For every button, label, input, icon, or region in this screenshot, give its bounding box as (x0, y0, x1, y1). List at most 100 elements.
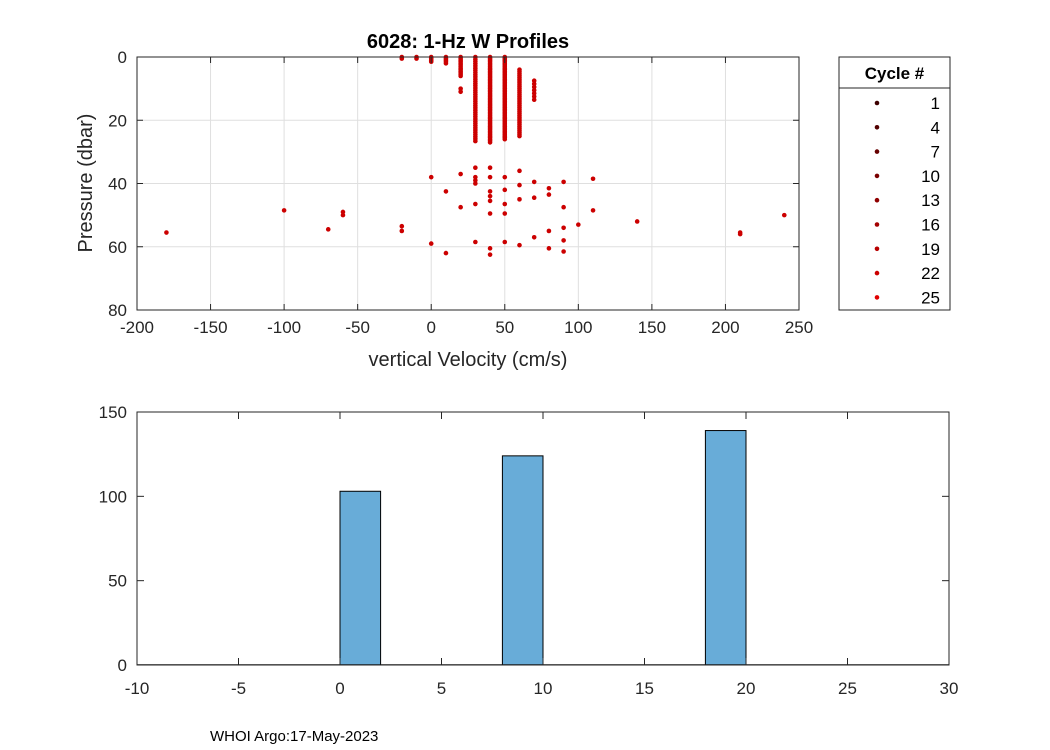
scatter-point (502, 187, 508, 193)
scatter-x-tick-label: -50 (345, 318, 370, 337)
legend-label: 13 (921, 191, 940, 210)
scatter-x-tick-label: 0 (426, 318, 435, 337)
scatter-ticks: -200 -150 -100 -50 0 50 100 150 200 250 0 20 40 60 80 (108, 48, 813, 337)
legend-box (838, 56, 951, 311)
histogram-y-tick-label: 100 (99, 487, 127, 506)
scatter-point (487, 198, 493, 204)
legend-title: Cycle # (865, 64, 925, 83)
scatter-y-axis-label: Pressure (dbar) (75, 114, 97, 253)
scatter-y-tick-label: 0 (118, 48, 127, 67)
scatter-y-tick-label: 80 (108, 301, 127, 320)
scatter-point (428, 174, 434, 180)
scatter-point (487, 246, 493, 251)
histogram-bar (704, 430, 747, 666)
histogram-x-tick-label: -5 (231, 679, 246, 698)
histogram-y-tick-label: 0 (118, 656, 127, 675)
scatter-point (399, 228, 405, 234)
histogram-x-tick-label: 25 (838, 679, 857, 698)
scatter-x-tick-label: 250 (785, 318, 813, 337)
scatter-point (546, 185, 552, 191)
scatter-point (502, 174, 508, 180)
scatter-points (164, 54, 787, 257)
legend-marker (874, 125, 880, 130)
scatter-point (576, 222, 581, 227)
histogram-x-tick-label: 20 (737, 679, 756, 698)
legend-label: 10 (921, 167, 940, 186)
scatter-point (487, 189, 493, 194)
scatter-point (531, 81, 537, 87)
scatter-point (487, 193, 493, 199)
scatter-point (443, 250, 449, 256)
legend-label: 19 (921, 240, 940, 259)
scatter-point (443, 61, 449, 66)
histogram-x-tick-label: 10 (534, 679, 553, 698)
scatter-y-tick-label: 60 (108, 238, 127, 257)
scatter-x-tick-label: -200 (120, 318, 154, 337)
scatter-point (325, 227, 331, 232)
scatter-point (473, 181, 478, 186)
legend-label: 4 (931, 118, 940, 137)
legend-label: 22 (921, 264, 940, 283)
histogram-x-tick-label: 15 (635, 679, 654, 698)
scatter-point (502, 201, 508, 207)
legend-marker (874, 173, 880, 179)
scatter-point (531, 87, 537, 93)
histogram-x-tick-label: -10 (125, 679, 150, 698)
scatter-point (473, 178, 478, 183)
scatter-point (517, 168, 522, 174)
scatter-point (590, 208, 596, 213)
scatter-point (737, 231, 743, 237)
scatter-point (561, 225, 566, 231)
scatter-point (561, 249, 566, 254)
scatter-x-tick-label: -150 (194, 318, 228, 337)
legend: Cycle # 1 4 7 10 13 16 19 22 25 (838, 56, 951, 311)
scatter-point (546, 192, 552, 197)
scatter-title: 6028: 1-Hz W Profiles (367, 31, 569, 53)
scatter-point (487, 165, 493, 170)
scatter-point (531, 195, 537, 201)
scatter-point (517, 133, 522, 139)
scatter-y-tick-label: 40 (108, 175, 127, 194)
scatter-x-tick-label: 150 (638, 318, 666, 337)
scatter-point (517, 197, 522, 202)
scatter-point (487, 252, 493, 257)
scatter-point (473, 239, 478, 245)
legend-marker (874, 246, 880, 252)
scatter-point (502, 239, 508, 245)
scatter-point (458, 171, 463, 177)
scatter-point (561, 238, 566, 243)
histogram-x-tick-label: 0 (335, 679, 344, 698)
scatter-x-tick-label: 100 (564, 318, 592, 337)
scatter-x-tick-label: 200 (711, 318, 739, 337)
histogram-axes: -10 -5 0 5 10 15 20 25 30 0 50 100 150 (99, 403, 959, 698)
scatter-x-tick-label: -100 (267, 318, 301, 337)
histogram-x-tick-label: 5 (437, 679, 446, 698)
scatter-point (473, 174, 478, 180)
scatter-point (531, 234, 537, 240)
histogram-y-tick-label: 50 (108, 572, 127, 591)
legend-label: 16 (921, 216, 940, 235)
scatter-point (487, 174, 493, 180)
scatter-point (458, 73, 463, 79)
scatter-point (531, 179, 537, 185)
legend-marker (874, 222, 880, 227)
legend-marker (874, 270, 880, 276)
scatter-point (634, 219, 640, 224)
scatter-point (546, 228, 552, 234)
histogram-bar (339, 490, 382, 666)
legend-marker (874, 100, 880, 106)
histogram-bars (137, 430, 949, 666)
scatter-point (517, 242, 522, 248)
legend-marker (874, 149, 880, 154)
scatter-point (502, 136, 508, 142)
scatter-point (531, 97, 537, 102)
scatter-point (546, 246, 552, 251)
scatter-y-tick-label: 20 (108, 111, 127, 130)
scatter-point (443, 189, 449, 194)
footer-text: WHOI Argo:17-May-2023 (210, 728, 378, 745)
scatter-point (517, 182, 522, 188)
scatter-point (473, 201, 478, 207)
scatter-point (458, 86, 463, 91)
scatter-point (340, 209, 346, 215)
scatter-point (487, 140, 493, 145)
